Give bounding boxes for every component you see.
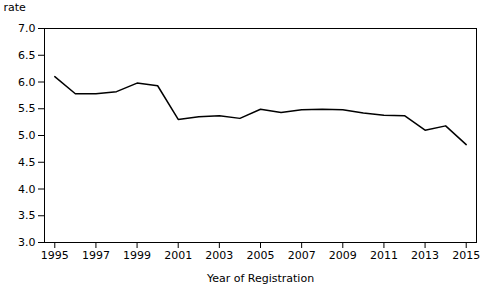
svg-text:3.5: 3.5 bbox=[18, 209, 36, 222]
svg-text:6.5: 6.5 bbox=[18, 49, 36, 62]
svg-text:2011: 2011 bbox=[370, 249, 398, 262]
svg-text:2005: 2005 bbox=[247, 249, 275, 262]
svg-text:1999: 1999 bbox=[123, 249, 151, 262]
svg-text:3.0: 3.0 bbox=[18, 236, 36, 249]
svg-text:2003: 2003 bbox=[205, 249, 233, 262]
svg-text:5.5: 5.5 bbox=[18, 102, 36, 115]
svg-text:4.5: 4.5 bbox=[18, 156, 36, 169]
svg-text:2013: 2013 bbox=[411, 249, 439, 262]
svg-text:2007: 2007 bbox=[288, 249, 316, 262]
svg-text:1997: 1997 bbox=[82, 249, 110, 262]
svg-text:rate: rate bbox=[4, 1, 27, 14]
svg-text:2001: 2001 bbox=[164, 249, 192, 262]
svg-text:5.0: 5.0 bbox=[18, 129, 36, 142]
svg-text:Year of Registration: Year of Registration bbox=[206, 272, 314, 284]
svg-text:2009: 2009 bbox=[329, 249, 357, 262]
svg-text:1995: 1995 bbox=[41, 249, 69, 262]
svg-text:2015: 2015 bbox=[452, 249, 480, 262]
svg-text:4.0: 4.0 bbox=[18, 183, 36, 196]
svg-text:7.0: 7.0 bbox=[18, 22, 36, 35]
svg-text:6.0: 6.0 bbox=[18, 76, 36, 89]
